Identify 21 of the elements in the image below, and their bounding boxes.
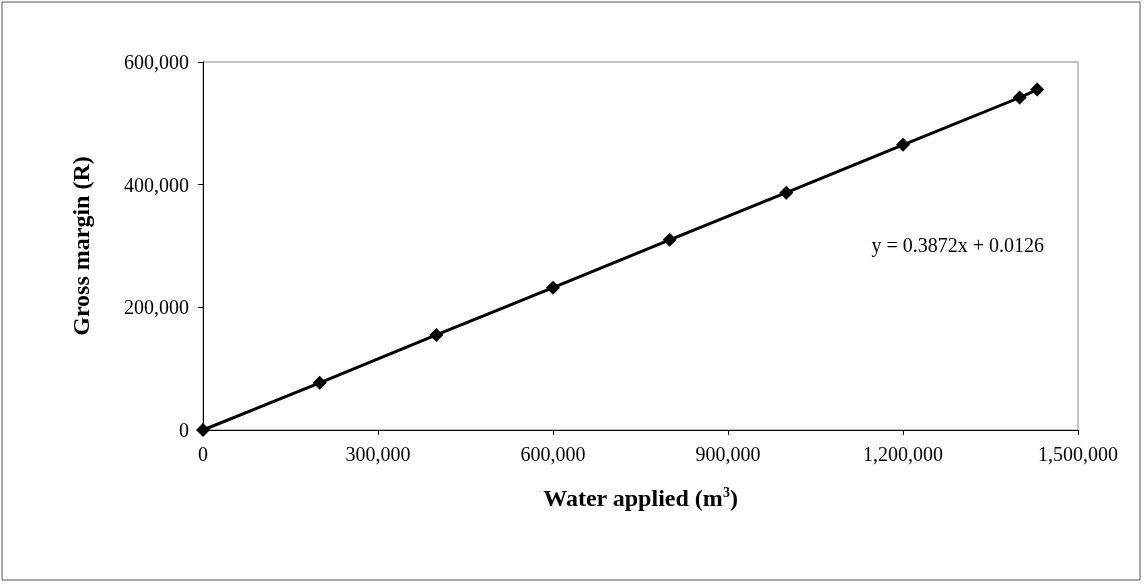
point: [429, 327, 444, 342]
point: [1030, 82, 1045, 97]
x-tick-label: 300,000: [345, 443, 411, 465]
y-tick-label: 600,000: [124, 51, 189, 73]
point: [312, 375, 327, 390]
annotation: y = 0.3872x + 0.0126: [871, 234, 1044, 257]
point: [1012, 90, 1027, 105]
y-tick-label: 200,000: [124, 296, 189, 319]
point: [196, 423, 210, 437]
x-tick-label: 0: [198, 443, 208, 465]
x-tick-label: 1,200,000: [863, 443, 943, 465]
y-tick-label: 400,000: [124, 173, 189, 196]
point: [779, 185, 794, 200]
point: [546, 280, 560, 295]
point: [662, 232, 677, 247]
x-tick-label: 900,000: [695, 443, 761, 465]
y-tick-label: 0: [179, 419, 189, 441]
y-axis-title: Gross margin (R): [68, 156, 94, 336]
point: [896, 137, 910, 152]
x-tick-label: 1,500,000: [1038, 443, 1118, 465]
x-tick-label: 600,000: [520, 443, 586, 465]
